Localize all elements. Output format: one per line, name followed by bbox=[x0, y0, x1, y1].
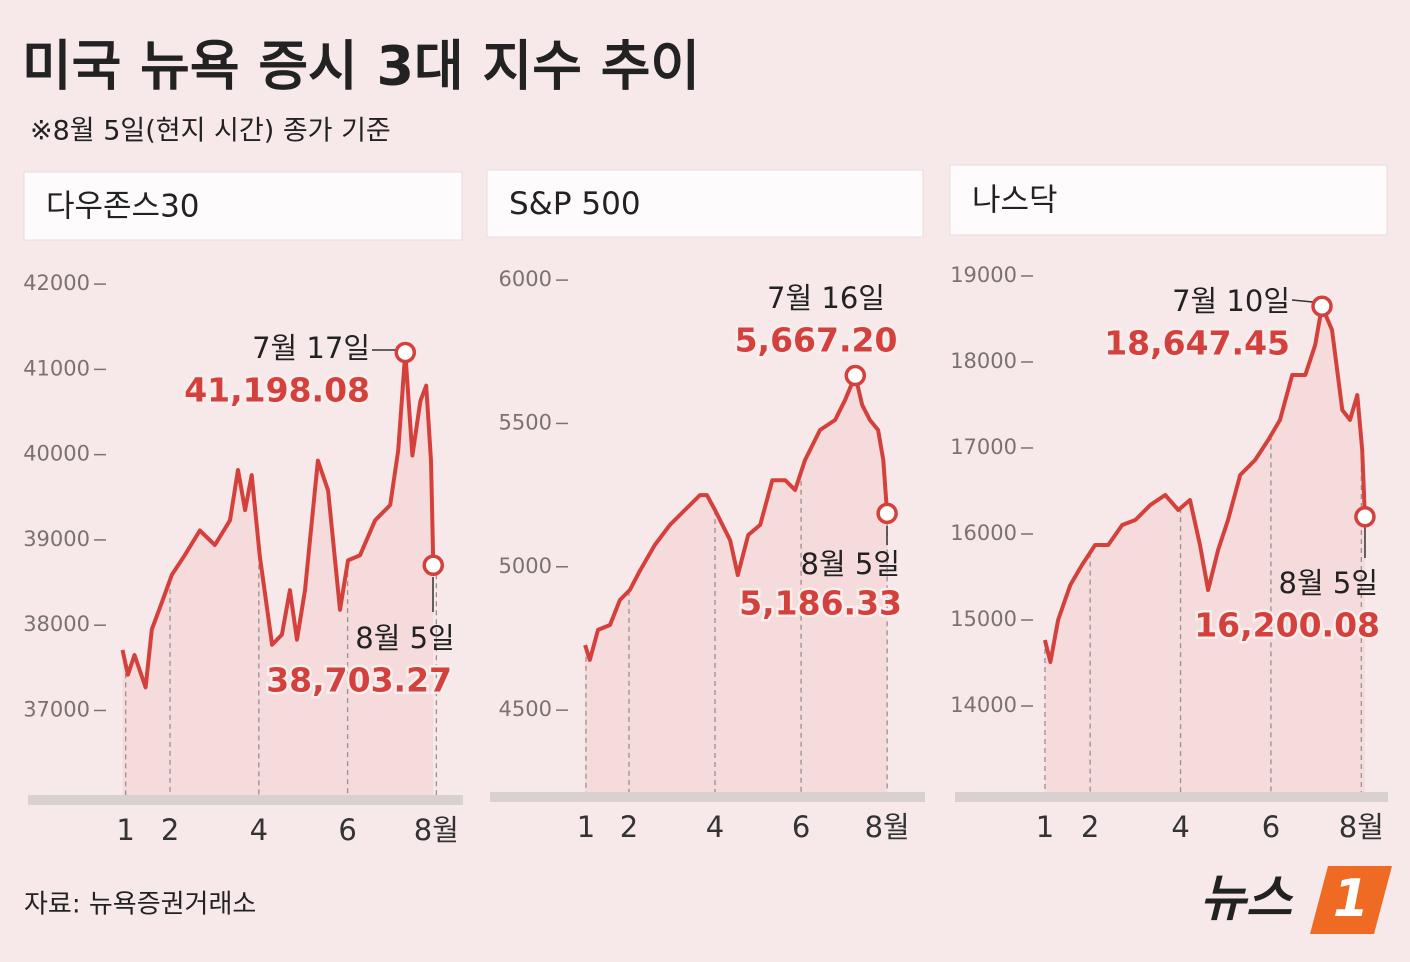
panel-header bbox=[23, 171, 463, 241]
y-tick-label: 4500 bbox=[499, 697, 552, 721]
x-tick-label: 2 bbox=[1081, 810, 1099, 844]
x-tick-label: 6 bbox=[338, 813, 356, 847]
logo-mark: 1 bbox=[1333, 869, 1369, 929]
area bbox=[1044, 306, 1365, 797]
area bbox=[122, 352, 434, 800]
highlight-point bbox=[1311, 295, 1333, 318]
point-date-label: 8월 5일 bbox=[355, 621, 454, 655]
panel-header bbox=[486, 169, 924, 238]
subtitle: ※8월 5일(현지 시간) 종가 기준 bbox=[30, 116, 391, 147]
x-tick-label: 6 bbox=[1262, 810, 1280, 844]
y-tick-label: 42000 bbox=[23, 271, 90, 295]
value-label: 5,186.33 bbox=[739, 584, 902, 623]
y-tick-label: 19000 bbox=[950, 263, 1017, 287]
highlight-point bbox=[1354, 506, 1376, 528]
point-date-label: 7월 10일 bbox=[1172, 284, 1290, 318]
point-date-label: 7월 16일 bbox=[767, 281, 885, 315]
point-date-label: 8월 5일 bbox=[801, 547, 900, 581]
x-tick-label: 4 bbox=[250, 813, 268, 847]
logo-mark-bg bbox=[1310, 866, 1392, 934]
value-label: 5,667.20 bbox=[735, 321, 898, 360]
panel-title: S&P 500 bbox=[509, 186, 641, 222]
x-axis-band bbox=[28, 795, 463, 805]
x-tick-label: 2 bbox=[161, 813, 179, 847]
panel-title: 나스닥 bbox=[972, 183, 1058, 219]
y-tick-label: 6000 bbox=[499, 267, 552, 291]
highlight-point bbox=[394, 341, 417, 364]
highlight-point bbox=[876, 502, 898, 525]
x-tick-label: 8월 bbox=[1339, 810, 1384, 844]
point-date-label: 7월 17일 bbox=[252, 331, 370, 365]
leader bbox=[1291, 299, 1314, 303]
x-axis-band bbox=[490, 792, 925, 802]
x-tick-label: 6 bbox=[792, 810, 810, 844]
logo-text: 뉴스 bbox=[1200, 870, 1294, 928]
x-tick-label: 2 bbox=[620, 810, 638, 844]
x-tick-label: 8월 bbox=[414, 813, 459, 847]
line bbox=[1042, 304, 1367, 664]
value-label: 18,647.45 bbox=[1104, 324, 1290, 363]
y-tick-label: 17000 bbox=[950, 435, 1017, 459]
line bbox=[120, 350, 436, 690]
panel-title: 다우존스30 bbox=[46, 189, 200, 225]
area bbox=[585, 375, 888, 797]
x-tick-label: 8월 bbox=[865, 810, 910, 844]
highlight-point bbox=[422, 554, 445, 576]
x-tick-label: 1 bbox=[577, 810, 595, 844]
source: 자료: 뉴욕증권거래소 bbox=[24, 890, 256, 920]
x-axis-band bbox=[955, 792, 1388, 802]
y-tick-label: 37000 bbox=[23, 697, 90, 721]
point-date-label: 8월 5일 bbox=[1279, 566, 1378, 600]
y-tick-label: 14000 bbox=[950, 693, 1017, 717]
value-label: 41,198.08 bbox=[184, 371, 370, 410]
y-tick-label: 38000 bbox=[23, 612, 90, 636]
y-tick-label: 39000 bbox=[23, 527, 90, 551]
y-tick-label: 15000 bbox=[950, 607, 1017, 631]
y-tick-label: 40000 bbox=[23, 442, 90, 466]
panel-header bbox=[949, 164, 1388, 236]
value-label: 38,703.27 bbox=[266, 661, 452, 700]
x-tick-label: 4 bbox=[706, 810, 724, 844]
y-tick-label: 5500 bbox=[499, 410, 552, 434]
value-label: 16,200.08 bbox=[1194, 606, 1380, 645]
x-tick-label: 4 bbox=[1171, 810, 1189, 844]
highlight-point bbox=[844, 364, 867, 387]
x-tick-label: 1 bbox=[1036, 810, 1054, 844]
y-tick-label: 16000 bbox=[950, 521, 1017, 545]
y-tick-label: 18000 bbox=[950, 349, 1017, 373]
x-tick-label: 1 bbox=[116, 813, 134, 847]
y-tick-label: 41000 bbox=[23, 356, 90, 380]
title: 미국 뉴욕 증시 3대 지수 추이 bbox=[22, 35, 700, 98]
y-tick-label: 5000 bbox=[499, 554, 552, 578]
